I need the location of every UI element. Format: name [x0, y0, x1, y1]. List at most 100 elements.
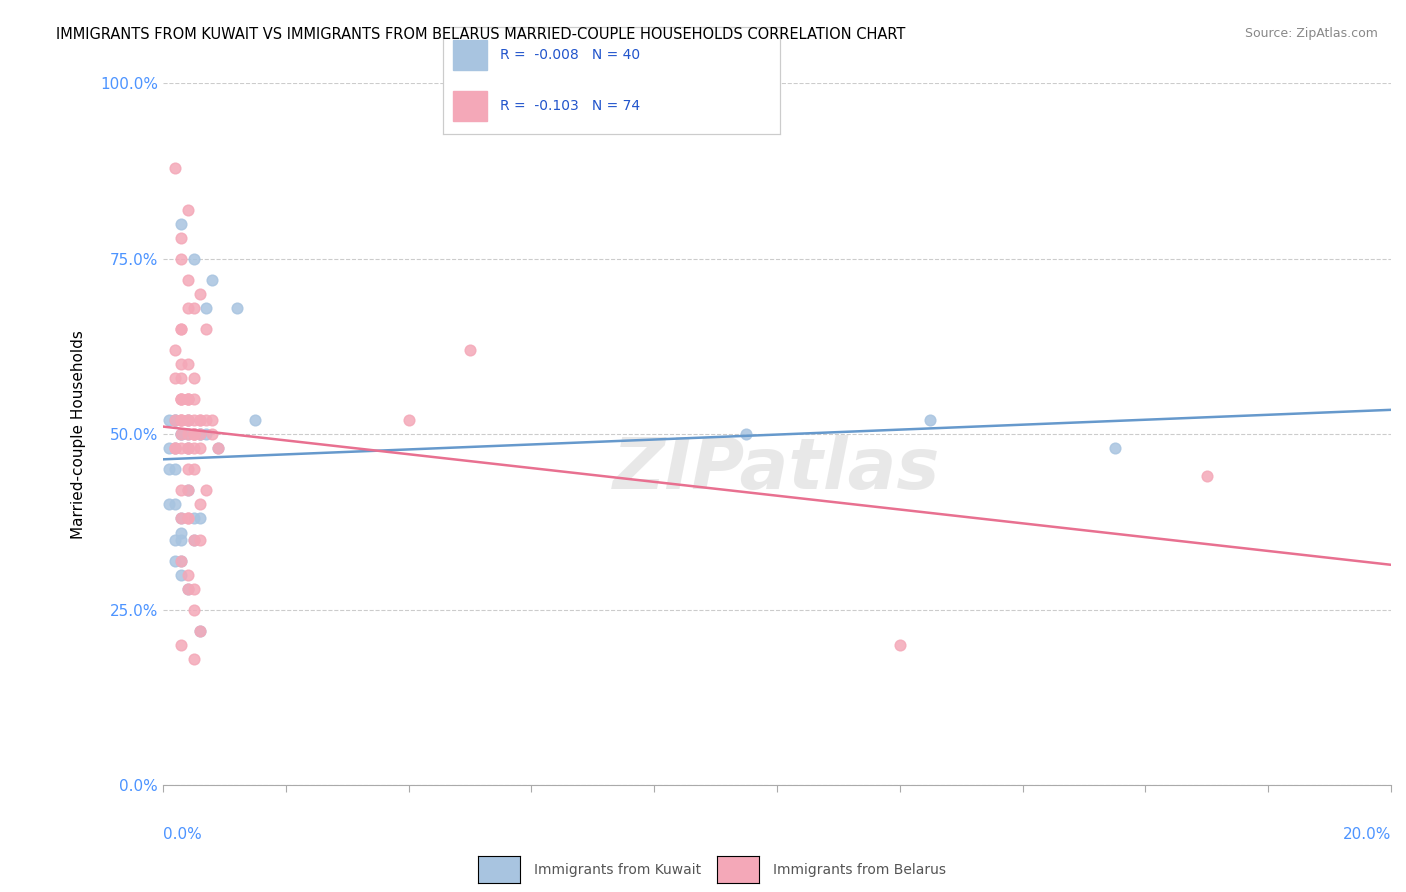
Point [194, 483, 217, 498]
Point [170, 392, 193, 407]
Point [176, 413, 198, 427]
Point [188, 427, 211, 442]
Point [170, 567, 193, 582]
Point [188, 624, 211, 638]
Text: R =  -0.008   N = 40: R = -0.008 N = 40 [501, 47, 640, 62]
Point [183, 371, 205, 385]
Point [165, 533, 187, 547]
Y-axis label: Married-couple Households: Married-couple Households [72, 330, 86, 539]
Text: R =  -0.103   N = 74: R = -0.103 N = 74 [501, 99, 640, 113]
Point [170, 252, 193, 266]
Point [1195, 469, 1218, 483]
Point [188, 413, 211, 427]
Point [157, 413, 180, 427]
Point [176, 392, 198, 407]
Point [157, 462, 180, 476]
Text: 20.0%: 20.0% [1343, 827, 1391, 842]
Point [183, 462, 205, 476]
Point [188, 498, 211, 512]
Point [165, 442, 187, 456]
Point [170, 427, 193, 442]
Point [183, 301, 205, 315]
Point [165, 343, 187, 357]
Point [170, 511, 193, 525]
Point [176, 582, 198, 596]
Point [183, 413, 205, 427]
Point [176, 202, 198, 217]
Point [176, 462, 198, 476]
Point [183, 427, 205, 442]
Point [398, 413, 420, 427]
Point [165, 161, 187, 175]
FancyBboxPatch shape [453, 39, 486, 70]
Text: ZIPatlas: ZIPatlas [613, 435, 941, 504]
Point [170, 413, 193, 427]
Point [165, 498, 187, 512]
Point [170, 553, 193, 567]
Point [735, 427, 758, 442]
Point [201, 273, 224, 287]
Point [194, 322, 217, 336]
Point [183, 427, 205, 442]
Point [165, 442, 187, 456]
Point [176, 427, 198, 442]
Point [176, 442, 198, 456]
Point [176, 392, 198, 407]
Point [183, 427, 205, 442]
Point [176, 442, 198, 456]
Point [188, 442, 211, 456]
Point [176, 392, 198, 407]
Point [176, 483, 198, 498]
Point [207, 442, 229, 456]
Point [188, 427, 211, 442]
Point [176, 442, 198, 456]
Point [165, 442, 187, 456]
Point [194, 301, 217, 315]
Point [165, 553, 187, 567]
Point [165, 371, 187, 385]
FancyBboxPatch shape [453, 91, 486, 121]
Point [183, 603, 205, 617]
Point [201, 427, 224, 442]
Point [188, 511, 211, 525]
Text: Source: ZipAtlas.com: Source: ZipAtlas.com [1244, 27, 1378, 40]
Point [170, 371, 193, 385]
Point [170, 525, 193, 540]
Point [170, 483, 193, 498]
Point [165, 462, 187, 476]
Point [183, 392, 205, 407]
Point [170, 217, 193, 231]
Point [176, 357, 198, 371]
Point [207, 442, 229, 456]
Point [176, 511, 198, 525]
Point [225, 301, 247, 315]
Point [176, 301, 198, 315]
Point [183, 442, 205, 456]
Point [243, 413, 266, 427]
Point [170, 357, 193, 371]
Point [176, 427, 198, 442]
Point [183, 533, 205, 547]
Text: Immigrants from Belarus: Immigrants from Belarus [773, 863, 946, 877]
Point [889, 638, 911, 652]
Point [170, 553, 193, 567]
Point [188, 413, 211, 427]
Point [1104, 442, 1126, 456]
Point [183, 652, 205, 666]
Point [183, 427, 205, 442]
Point [170, 392, 193, 407]
Point [920, 413, 942, 427]
Point [170, 392, 193, 407]
Text: IMMIGRANTS FROM KUWAIT VS IMMIGRANTS FROM BELARUS MARRIED-COUPLE HOUSEHOLDS CORR: IMMIGRANTS FROM KUWAIT VS IMMIGRANTS FRO… [56, 27, 905, 42]
Point [188, 427, 211, 442]
Point [194, 413, 217, 427]
Point [176, 511, 198, 525]
Point [170, 427, 193, 442]
Point [176, 582, 198, 596]
Point [176, 273, 198, 287]
Point [176, 413, 198, 427]
Point [176, 413, 198, 427]
Point [170, 413, 193, 427]
Point [157, 442, 180, 456]
Text: 0.0%: 0.0% [163, 827, 201, 842]
